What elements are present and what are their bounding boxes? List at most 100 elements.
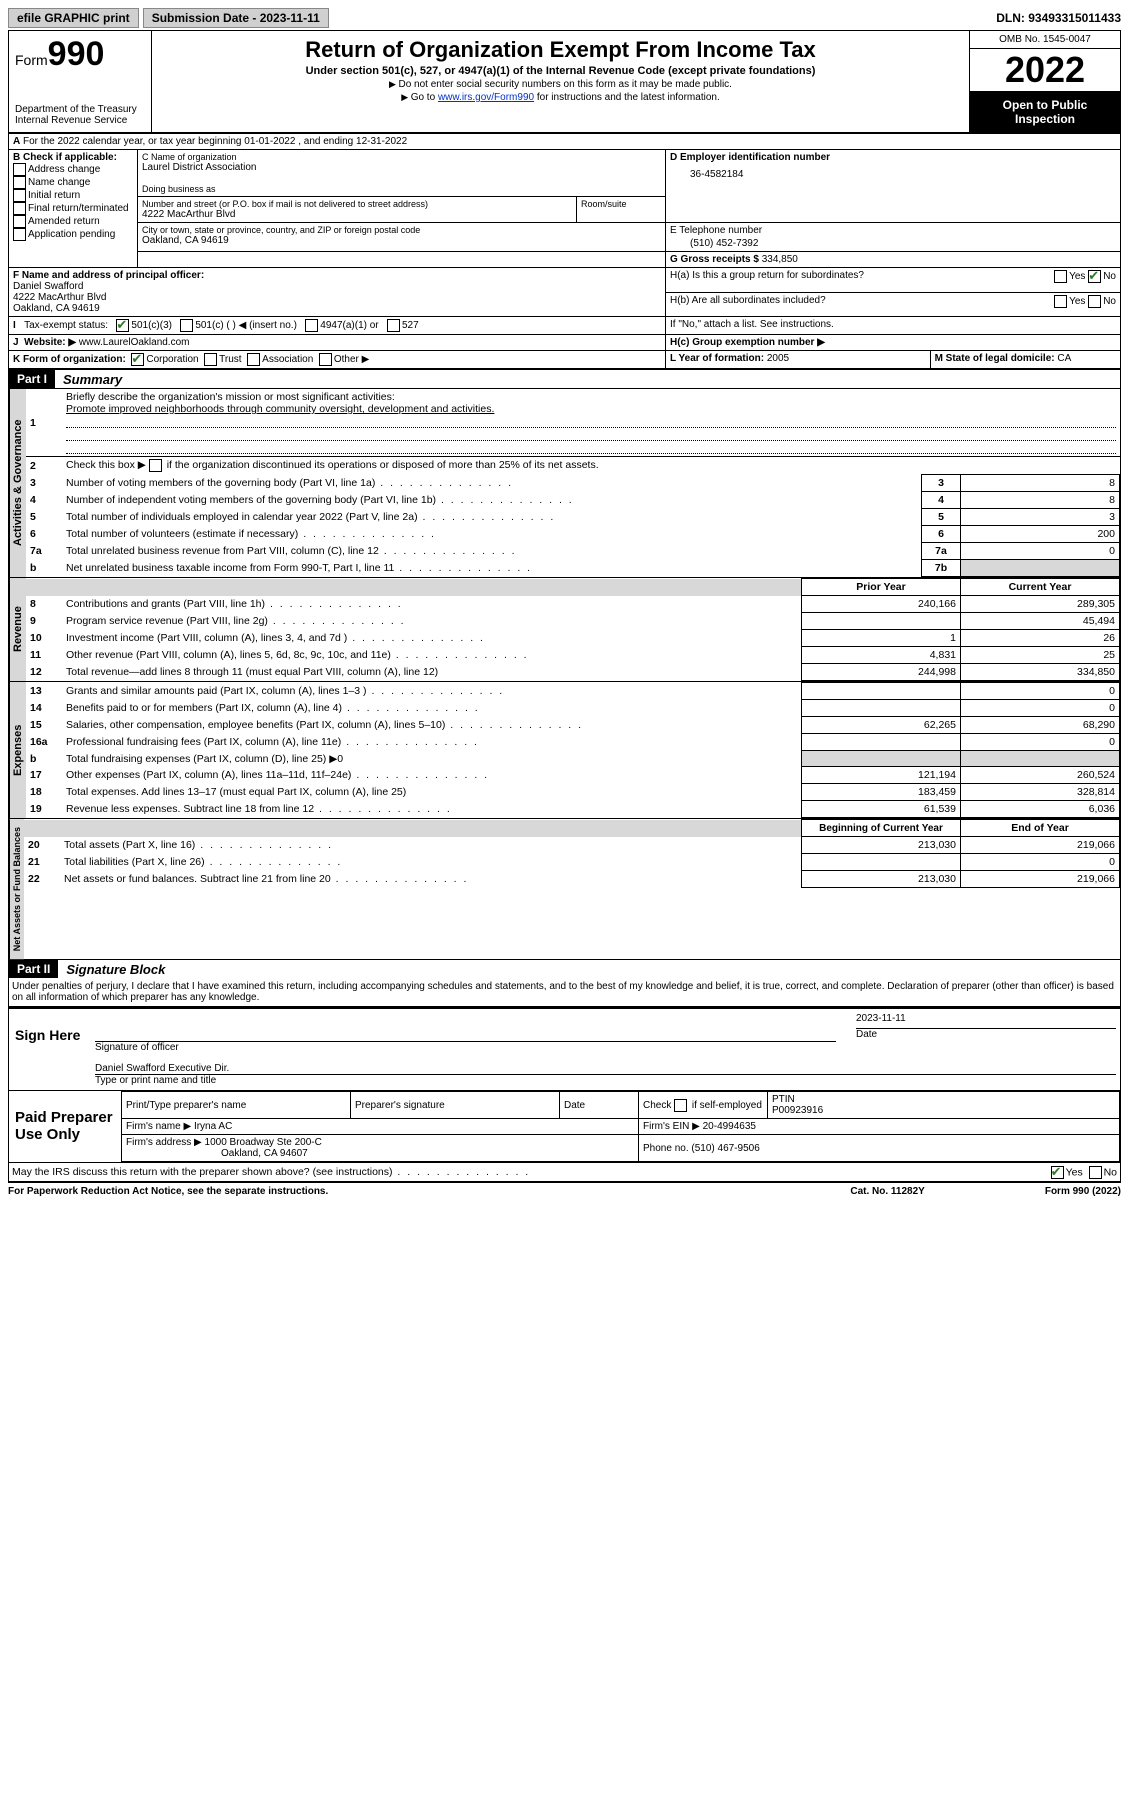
l-label: L Year of formation:: [670, 353, 764, 364]
part-ii-title: Signature Block: [66, 962, 165, 977]
firm-name-label: Firm's name ▶: [126, 1121, 191, 1132]
firm-addr-label: Firm's address ▶: [126, 1137, 202, 1148]
irs-link[interactable]: www.irs.gov/Form990: [438, 92, 534, 103]
discuss-yes-checkbox[interactable]: [1051, 1166, 1064, 1179]
page-footer: For Paperwork Reduction Act Notice, see …: [8, 1182, 1121, 1197]
501c3-checkbox[interactable]: [116, 319, 129, 332]
ha-no-checkbox[interactable]: [1088, 270, 1101, 283]
paid-preparer-section: Paid Preparer Use Only Print/Type prepar…: [8, 1091, 1121, 1163]
hb-no-checkbox[interactable]: [1088, 295, 1101, 308]
trust-checkbox[interactable]: [204, 353, 217, 366]
net-assets-section: Net Assets or Fund Balances Beginning of…: [8, 819, 1121, 960]
e-label: E Telephone number: [670, 225, 1116, 236]
submission-date-button[interactable]: Submission Date - 2023-11-11: [143, 8, 329, 28]
corporation-checkbox[interactable]: [131, 353, 144, 366]
org-name: Laurel District Association: [142, 162, 661, 173]
sig-date: 2023-11-11: [856, 1013, 1116, 1024]
ha-yes-checkbox[interactable]: [1054, 270, 1067, 283]
dept-label: Department of the Treasury: [15, 104, 145, 115]
discuss-row: May the IRS discuss this return with the…: [8, 1163, 1121, 1182]
footer-center: Cat. No. 11282Y: [850, 1186, 924, 1197]
c-name-label: C Name of organization: [142, 152, 661, 162]
hb-note: If "No," attach a list. See instructions…: [670, 319, 1116, 330]
part-i-header-row: Part I Summary: [8, 369, 1121, 388]
footer-right: Form 990 (2022): [1045, 1186, 1121, 1197]
hc-label: H(c) Group exemption number ▶: [670, 337, 825, 348]
self-employed-cell: Check if self-employed: [639, 1092, 768, 1119]
footer-left: For Paperwork Reduction Act Notice, see …: [8, 1186, 328, 1197]
penalty-text: Under penalties of perjury, I declare th…: [8, 978, 1121, 1007]
firm-ein-value: 20-4994635: [703, 1121, 756, 1132]
i-label: Tax-exempt status:: [24, 320, 108, 331]
application-pending-checkbox[interactable]: [13, 228, 26, 241]
sign-here-label: Sign Here: [9, 1009, 91, 1090]
sig-date-label: Date: [856, 1029, 1116, 1040]
governance-sidebar: Activities & Governance: [9, 389, 26, 577]
form-number: 990: [48, 35, 105, 73]
identity-table: A For the 2022 calendar year, or tax yea…: [8, 133, 1121, 369]
open-public-badge: Open to Public Inspection: [970, 92, 1120, 132]
initial-return-checkbox[interactable]: [13, 189, 26, 202]
header-left: Form990 Department of the Treasury Inter…: [9, 31, 152, 132]
dln-label: DLN: 93493315011433: [996, 11, 1121, 25]
discontinued-checkbox[interactable]: [149, 459, 162, 472]
header-sub3: Go to www.irs.gov/Form990 for instructio…: [156, 92, 965, 103]
final-return-checkbox[interactable]: [13, 202, 26, 215]
ptin-value: P00923916: [772, 1105, 1115, 1116]
efile-print-button[interactable]: efile GRAPHIC print: [8, 8, 139, 28]
header-sub1: Under section 501(c), 527, or 4947(a)(1)…: [156, 65, 965, 77]
501c-checkbox[interactable]: [180, 319, 193, 332]
part-ii-label: Part II: [9, 960, 58, 978]
header-center: Return of Organization Exempt From Incom…: [152, 31, 969, 132]
state-domicile: CA: [1057, 353, 1071, 364]
m-label: M State of legal domicile:: [935, 353, 1055, 364]
line-1-text: Briefly describe the organization's miss…: [66, 391, 395, 403]
name-change-checkbox[interactable]: [13, 176, 26, 189]
street-label: Number and street (or P.O. box if mail i…: [142, 199, 572, 209]
expenses-sidebar: Expenses: [9, 682, 26, 818]
other-checkbox[interactable]: [319, 353, 332, 366]
sig-officer-label: Signature of officer: [95, 1042, 836, 1053]
expenses-table: 13Grants and similar amounts paid (Part …: [26, 682, 1120, 818]
firm-addr1: 1000 Broadway Ste 200-C: [205, 1137, 322, 1148]
officer-name-title: Daniel Swafford Executive Dir.: [95, 1063, 229, 1074]
city-value: Oakland, CA 94619: [142, 235, 661, 246]
omb-number: OMB No. 1545-0047: [970, 31, 1120, 49]
phone-value: (510) 452-7392: [690, 238, 1116, 249]
prior-year-header: Prior Year: [802, 579, 961, 596]
revenue-table: Prior YearCurrent Year 8Contributions an…: [26, 578, 1120, 681]
prep-phone-value: (510) 467-9506: [691, 1143, 759, 1154]
address-change-checkbox[interactable]: [13, 163, 26, 176]
name-title-label: Type or print name and title: [95, 1075, 1116, 1086]
form-title: Return of Organization Exempt From Incom…: [156, 37, 965, 63]
ha-label: H(a) Is this a group return for subordin…: [670, 270, 864, 281]
ein-value: 36-4582184: [690, 169, 1116, 180]
self-employed-checkbox[interactable]: [674, 1099, 687, 1112]
net-assets-table: Beginning of Current YearEnd of Year 20T…: [24, 819, 1120, 888]
section-b-label: B Check if applicable:: [13, 152, 133, 163]
end-year-header: End of Year: [961, 820, 1120, 837]
d-label: D Employer identification number: [670, 152, 1116, 163]
firm-ein-label: Firm's EIN ▶: [643, 1121, 700, 1132]
4947-checkbox[interactable]: [305, 319, 318, 332]
year-formation: 2005: [767, 353, 789, 364]
association-checkbox[interactable]: [247, 353, 260, 366]
governance-table: 1 Briefly describe the organization's mi…: [26, 389, 1120, 577]
amended-return-checkbox[interactable]: [13, 215, 26, 228]
part-i-title: Summary: [63, 372, 122, 387]
prep-name-header: Print/Type preparer's name: [122, 1092, 351, 1119]
expenses-section: Expenses 13Grants and similar amounts pa…: [8, 682, 1121, 819]
discuss-text: May the IRS discuss this return with the…: [12, 1166, 530, 1178]
hb-yes-checkbox[interactable]: [1054, 295, 1067, 308]
527-checkbox[interactable]: [387, 319, 400, 332]
firm-addr2: Oakland, CA 94607: [221, 1148, 308, 1159]
hb-label: H(b) Are all subordinates included?: [670, 295, 826, 306]
prep-phone-label: Phone no.: [643, 1143, 689, 1154]
officer-city: Oakland, CA 94619: [13, 303, 661, 314]
mission-text: Promote improved neighborhoods through c…: [66, 403, 494, 415]
tax-year: 2022: [970, 49, 1120, 92]
discuss-no-checkbox[interactable]: [1089, 1166, 1102, 1179]
j-label: Website: ▶: [24, 337, 76, 348]
officer-name: Daniel Swafford: [13, 281, 661, 292]
top-bar: efile GRAPHIC print Submission Date - 20…: [8, 8, 1121, 28]
